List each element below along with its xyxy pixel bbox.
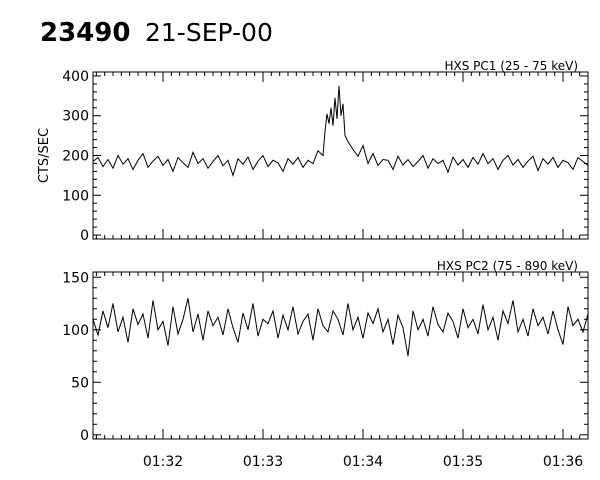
observation-date: 21-SEP-00 <box>145 18 273 47</box>
panel-title: HXS PC2 (75 - 890 keV) <box>437 259 578 273</box>
series-line <box>92 298 589 357</box>
y-tick-label: 0 <box>80 428 89 444</box>
y-tick-label: 150 <box>62 270 89 286</box>
panel-title: HXS PC1 (25 - 75 keV) <box>444 59 578 73</box>
pc2-panel: 01:32 01:33 01:34 01:35 01:36 0 50 100 150 HXS PC… <box>62 259 589 470</box>
y-tick-label: 300 <box>62 109 89 125</box>
series-line <box>92 85 589 178</box>
y-axis-label: CTS/SEC <box>37 128 52 183</box>
x-tick-label: 01:35 <box>443 454 483 470</box>
pc1-panel: 0 100 200 300 400 HXS PC1 (25 - 75 keV) CTS/SE… <box>37 59 589 244</box>
x-tick-label: 01:33 <box>243 454 283 470</box>
y-tick-label: 50 <box>71 375 89 391</box>
observation-id: 23490 <box>40 18 130 48</box>
y-tick-label: 100 <box>62 323 89 339</box>
y-tick-label: 0 <box>80 228 89 244</box>
x-tick-label: 01:32 <box>143 454 183 470</box>
plot-frame <box>92 271 589 440</box>
plot-frame <box>92 71 589 240</box>
y-tick-label: 100 <box>62 188 89 204</box>
y-tick-label: 400 <box>62 69 89 85</box>
y-tick-label: 200 <box>62 149 89 165</box>
x-tick-label: 01:34 <box>343 454 383 470</box>
x-tick-label: 01:36 <box>543 454 583 470</box>
